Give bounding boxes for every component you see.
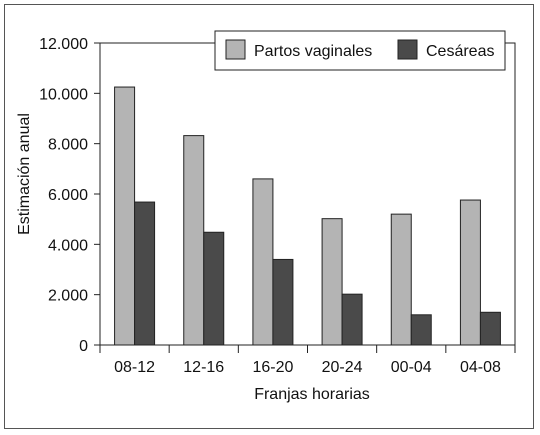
bar-cesareas-12-16 xyxy=(203,231,225,346)
x-tick-label: 08-12 xyxy=(114,359,155,376)
y-tick-label: 8.000 xyxy=(48,137,88,154)
legend: Partos vaginales Cesáreas xyxy=(214,30,506,71)
legend-swatch-partos-vaginales xyxy=(225,39,246,60)
bar-cesareas-16-20 xyxy=(272,258,294,346)
y-tick-label: 2.000 xyxy=(48,288,88,305)
x-tick-label: 12-16 xyxy=(183,359,224,376)
plot-area xyxy=(99,42,516,346)
bar-partos-vaginales-00-04 xyxy=(390,213,412,346)
bar-partos-vaginales-16-20 xyxy=(252,178,274,346)
y-tick-label: 12.000 xyxy=(39,36,88,53)
y-tick-label: 10.000 xyxy=(39,86,88,103)
bar-cesareas-08-12 xyxy=(134,201,156,346)
legend-box xyxy=(214,30,506,71)
plot-border xyxy=(99,42,516,346)
bar-cesareas-20-24 xyxy=(341,293,363,346)
bars xyxy=(114,86,501,346)
bar-cesareas-00-04 xyxy=(410,314,432,346)
bar-partos-vaginales-04-08 xyxy=(459,199,481,346)
y-tick-label: 0 xyxy=(79,338,88,355)
chart-frame xyxy=(4,4,534,429)
y-axis-title: Estimación anual xyxy=(16,113,33,235)
legend-label-partos-vaginales: Partos vaginales xyxy=(254,43,372,60)
y-tick-label: 6.000 xyxy=(48,187,88,204)
y-axis: 0 2.000 4.000 6.000 8.000 10.000 12.000 xyxy=(39,36,100,355)
x-tick-label: 04-08 xyxy=(460,359,501,376)
x-tick-label: 00-04 xyxy=(391,359,432,376)
legend-label-cesareas: Cesáreas xyxy=(426,43,494,60)
y-tick-label: 4.000 xyxy=(48,237,88,254)
bar-partos-vaginales-08-12 xyxy=(114,86,136,346)
bar-partos-vaginales-12-16 xyxy=(183,135,205,346)
x-tick-label: 16-20 xyxy=(252,359,293,376)
bar-cesareas-04-08 xyxy=(479,311,501,346)
bar-partos-vaginales-20-24 xyxy=(321,218,343,346)
legend-swatch-cesareas xyxy=(397,39,418,60)
x-tick-label: 20-24 xyxy=(322,359,363,376)
x-axis: 08-12 12-16 16-20 20-24 00-04 04-08 xyxy=(99,345,516,376)
x-axis-title: Franjas horarias xyxy=(254,386,370,403)
